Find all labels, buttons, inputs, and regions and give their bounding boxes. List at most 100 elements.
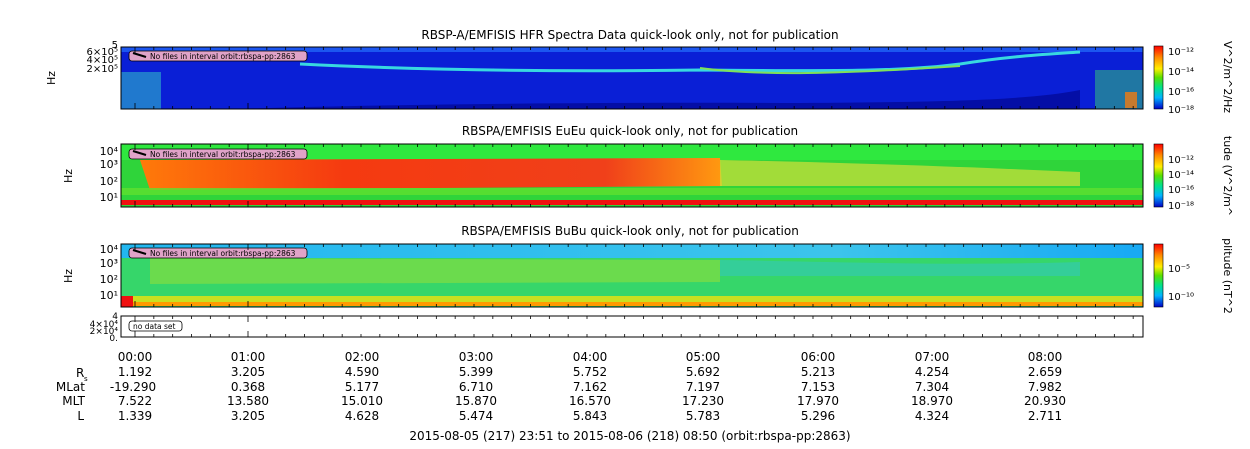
l-value: 5.296 xyxy=(801,409,835,423)
row-label-mlt: MLT xyxy=(62,394,85,408)
rs-value: 5.692 xyxy=(686,365,720,379)
time-range-footer: 2015-08-05 (217) 23:51 to 2015-08-06 (21… xyxy=(409,429,850,443)
panel-empty-ytick-2: 4×10⁴ xyxy=(90,320,119,330)
time-tick-label: 02:00 xyxy=(345,350,380,364)
mlt-value: 17.230 xyxy=(682,394,724,408)
row-mlt-values: 7.522 13.580 15.010 15.870 16.570 17.230… xyxy=(118,394,1066,408)
l-value: 1.339 xyxy=(118,409,152,423)
panel-eueu-hot-region xyxy=(140,158,722,190)
panel-bubu-frame xyxy=(120,243,1144,308)
panel-eueu-warm-region xyxy=(720,160,1080,186)
row-l-values: 1.339 3.205 4.628 5.474 5.843 5.783 5.29… xyxy=(118,409,1062,423)
time-tick-label: 07:00 xyxy=(915,350,950,364)
panel-bubu-ytick-4: 10¹ xyxy=(100,289,118,302)
panel-bubu-left-hot xyxy=(121,296,133,307)
l-value: 5.783 xyxy=(686,409,720,423)
time-tick-label: 06:00 xyxy=(801,350,836,364)
panel-eueu-ytick-3: 10² xyxy=(100,175,118,188)
rs-value: 5.752 xyxy=(573,365,607,379)
mlt-value: 7.522 xyxy=(118,394,152,408)
panel-hfr-cb-tick-4: 10⁻¹⁸ xyxy=(1168,105,1194,116)
mlat-value: 7.304 xyxy=(915,380,949,394)
row-label-rs-sub: s xyxy=(84,375,88,383)
mlat-value: 5.177 xyxy=(345,380,379,394)
panel-hfr-title: RBSP-A/EMFISIS HFR Spectra Data quick-lo… xyxy=(421,28,838,42)
time-tick-label: 04:00 xyxy=(573,350,608,364)
panel-eueu-ytick-2: 10³ xyxy=(100,158,118,171)
panel-bubu-right-cyan xyxy=(720,260,1080,276)
rs-value: 4.590 xyxy=(345,365,379,379)
panel-bubu-ytick-2: 10³ xyxy=(100,257,118,270)
l-value: 5.843 xyxy=(573,409,607,423)
panel-hfr-upper-band xyxy=(121,47,1143,52)
panel-eueu-top-band xyxy=(121,144,1143,160)
panel-hfr-right-hot xyxy=(1125,92,1137,108)
panel-eueu-cb-tick-3: 10⁻¹⁶ xyxy=(1168,185,1194,196)
mlt-value: 13.580 xyxy=(227,394,269,408)
time-tick-label: 05:00 xyxy=(686,350,721,364)
mlt-value: 16.570 xyxy=(569,394,611,408)
panel-eueu-cb-label: tude (V^2/m^ xyxy=(1221,136,1234,216)
rs-value: 1.192 xyxy=(118,365,152,379)
panel-bubu-notice: No files in interval orbit:rbspa-pp:2863 xyxy=(128,247,308,259)
panel-empty-frame xyxy=(120,315,1144,338)
panel-empty-notice-text: no data set xyxy=(133,322,176,331)
time-tick-marks xyxy=(134,47,1134,337)
panel-bubu-title: RBSPA/EMFISIS BuBu quick-look only, not … xyxy=(461,224,799,238)
panel-eueu-notice: No files in interval orbit:rbspa-pp:2863 xyxy=(128,148,308,160)
panel-eueu-cb-tick-1: 10⁻¹² xyxy=(1168,155,1194,166)
mlt-value: 15.870 xyxy=(455,394,497,408)
mlat-value: 7.197 xyxy=(686,380,720,394)
time-tick-label: 00:00 xyxy=(118,350,153,364)
l-value: 4.324 xyxy=(915,409,949,423)
panel-hfr-ytick-2: 6×10⁵ xyxy=(87,47,118,58)
mlt-value: 20.930 xyxy=(1024,394,1066,408)
panel-empty-ytick-1: 4 xyxy=(112,312,118,322)
panel-hfr-ytick-4: 2×10⁵ xyxy=(87,64,118,75)
panel-hfr-notice: No files in interval orbit:rbspa-pp:2863 xyxy=(128,50,308,62)
panel-bubu-cb-tick-2: 10⁻¹⁰ xyxy=(1168,292,1194,303)
panel-hfr-cb-label: V^2/m^2/Hz xyxy=(1221,41,1234,113)
panel-hfr-ylabel: Hz xyxy=(45,71,58,85)
row-mlat-values: -19.290 0.368 5.177 6.710 7.162 7.197 7.… xyxy=(110,380,1062,394)
mlt-value: 18.970 xyxy=(911,394,953,408)
panel-bubu-ylabel: Hz xyxy=(62,269,75,283)
row-rs-values: 1.192 3.205 4.590 5.399 5.752 5.692 5.21… xyxy=(118,365,1062,379)
panel-eueu-colorbar xyxy=(1153,143,1164,208)
mlt-value: 17.970 xyxy=(797,394,839,408)
mlat-value: 0.368 xyxy=(231,380,265,394)
panel-eueu-title: RBSPA/EMFISIS EuEu quick-look only, not … xyxy=(462,124,798,138)
panel-eueu-frame xyxy=(120,143,1144,208)
panel-eueu-ytick-4: 10¹ xyxy=(100,191,118,204)
panel-eueu-cb-tick-4: 10⁻¹⁸ xyxy=(1168,201,1194,212)
l-value: 2.711 xyxy=(1028,409,1062,423)
time-tick-label: 08:00 xyxy=(1028,350,1063,364)
time-tick-label: 03:00 xyxy=(459,350,494,364)
panel-eueu-mid-band xyxy=(121,188,1143,195)
panel-bubu: RBSPA/EMFISIS BuBu quick-look only, not … xyxy=(62,224,1234,314)
ephemeris-table: 00:00 01:00 02:00 03:00 04:00 05:00 06:0… xyxy=(56,350,1066,443)
panel-bubu-cb-label: plitude (nT^2 xyxy=(1221,238,1234,314)
panel-hfr-cb-tick-3: 10⁻¹⁶ xyxy=(1168,87,1194,98)
rs-value: 5.213 xyxy=(801,365,835,379)
panel-empty-notice-box xyxy=(128,320,183,332)
panel-eueu-bottom-line xyxy=(121,200,1143,205)
panel-eueu-ytick-1: 10⁴ xyxy=(100,145,119,158)
panel-eueu-notice-text: No files in interval orbit:rbspa-pp:2863 xyxy=(150,150,296,159)
panel-bubu-notice-text: No files in interval orbit:rbspa-pp:2863 xyxy=(150,249,296,258)
panel-bubu-ytick-3: 10² xyxy=(100,273,118,286)
panel-hfr-notice-text: No files in interval orbit:rbspa-pp:2863 xyxy=(150,52,296,61)
mlt-value: 15.010 xyxy=(341,394,383,408)
row-label-mlat: MLat xyxy=(56,380,85,394)
panel-bubu-top-band xyxy=(121,244,1143,258)
panel-bubu-bottom-band xyxy=(121,296,1143,304)
panel-empty-ytick-3: 2×10⁴ xyxy=(90,327,119,337)
panel-eueu: RBSPA/EMFISIS EuEu quick-look only, not … xyxy=(62,124,1234,216)
l-value: 3.205 xyxy=(231,409,265,423)
mlat-value: -19.290 xyxy=(110,380,156,394)
panel-hfr-left-noise xyxy=(121,72,161,109)
panel-hfr: RBSP-A/EMFISIS HFR Spectra Data quick-lo… xyxy=(45,28,1234,116)
row-label-l: L xyxy=(77,409,84,423)
time-tick-label: 01:00 xyxy=(231,350,266,364)
